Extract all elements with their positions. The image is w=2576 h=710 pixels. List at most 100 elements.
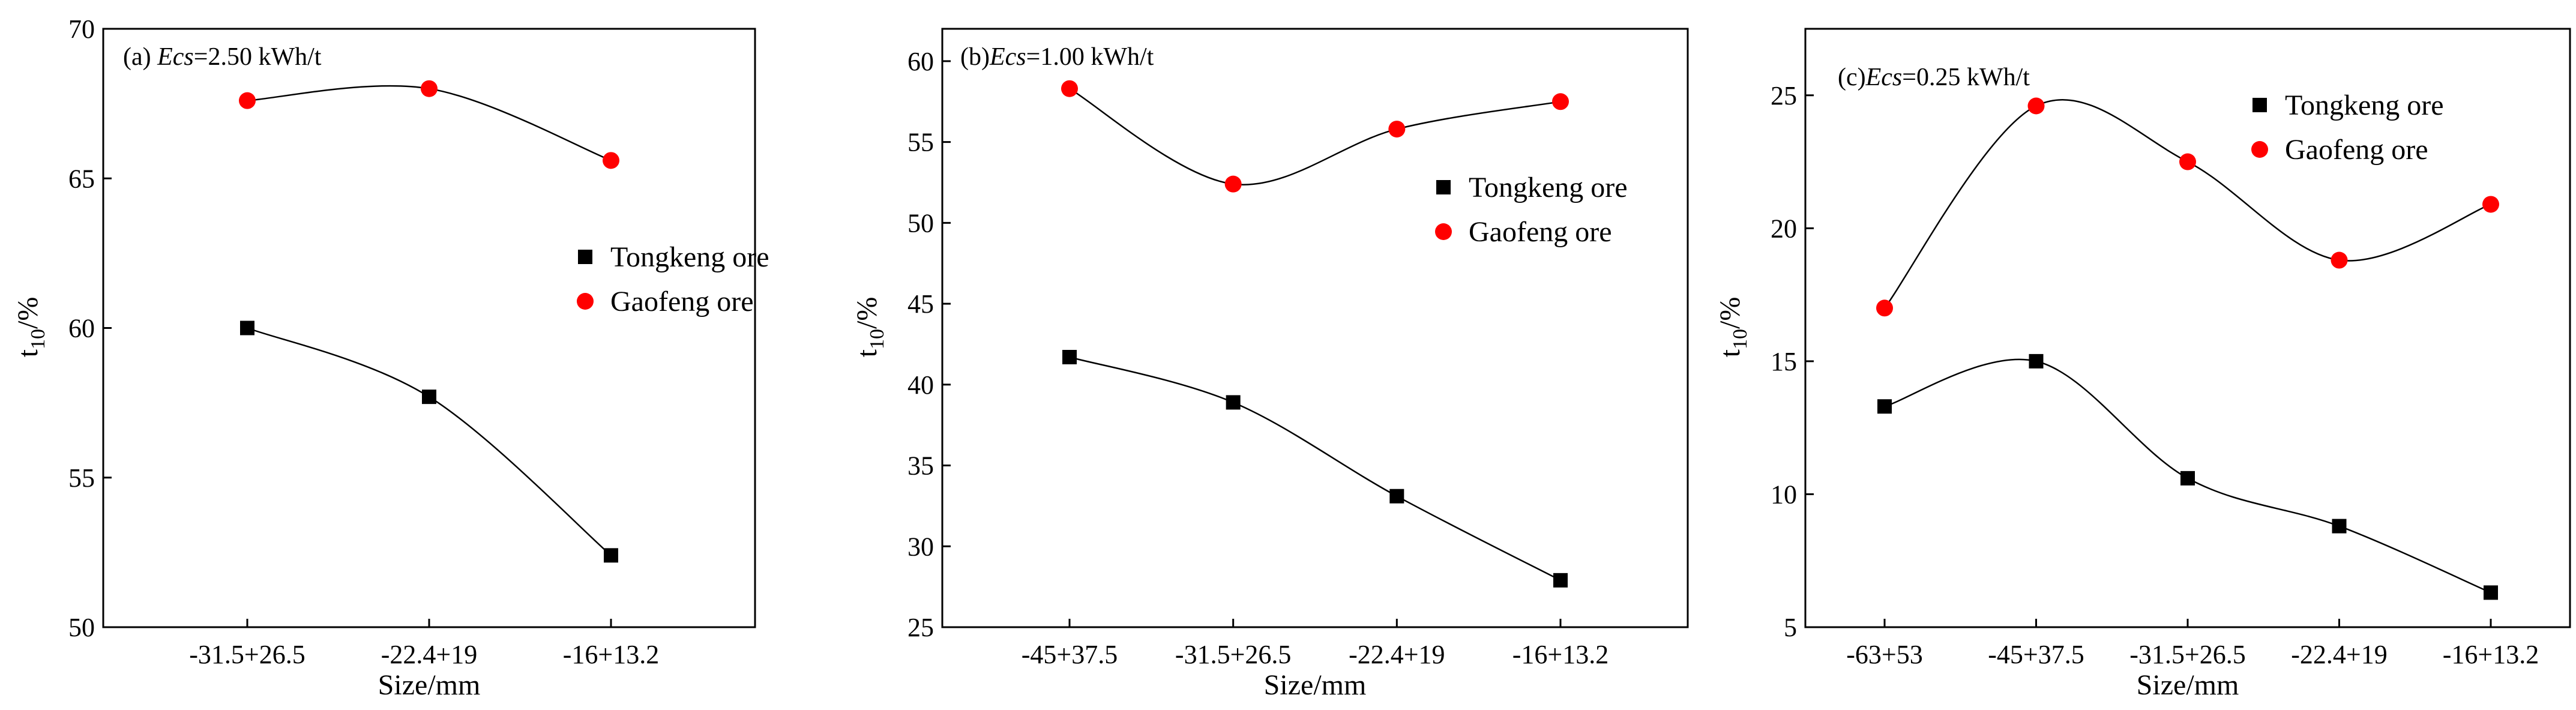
x-axis-title: Size/mm <box>2137 669 2239 701</box>
legend-marker-circle <box>1435 223 1452 240</box>
y-axis-title: t10/% <box>851 297 888 358</box>
chart-panel-b: 25 30 35 40 45 50 55 60 -45+37.5 -31.5+26.5 -22.4+… <box>851 28 1689 701</box>
y-axis-title-subscript: 10 <box>27 329 49 349</box>
legend-marker-square <box>2252 98 2267 112</box>
legend: Tongkeng ore Gaofeng ore <box>2251 89 2444 166</box>
panel-label: (c)Ecs=0.25 kWh/t <box>1838 64 2030 91</box>
x-tick-label: -16+13.2 <box>563 640 659 669</box>
legend-label: Gaofeng ore <box>610 286 754 317</box>
legend-marker-square <box>578 250 592 264</box>
x-tick-label: -22.4+19 <box>381 640 477 669</box>
x-tick-label: -45+37.5 <box>1022 640 1118 669</box>
x-tick-label: -22.4+19 <box>1349 640 1445 669</box>
data-point-gaofeng <box>2027 97 2045 115</box>
data-point-gaofeng <box>1388 121 1406 138</box>
y-axis-title-main: t <box>851 349 883 357</box>
panel-label-prefix: (c) <box>1838 64 1866 91</box>
series-line-tongkeng <box>247 327 612 556</box>
data-point-tongkeng <box>2484 585 2498 600</box>
panel-label-prefix: (a) <box>123 43 157 71</box>
legend-marker-circle <box>2251 141 2268 158</box>
panel-label-prefix: (b) <box>960 43 990 71</box>
legend-label: Gaofeng ore <box>2285 134 2428 166</box>
y-tick-label: 40 <box>907 370 934 400</box>
y-axis-title: t10/% <box>1714 297 1751 358</box>
data-point-gaofeng <box>1552 93 1569 110</box>
legend-label: Tongkeng ore <box>2285 89 2444 121</box>
y-tick-label: 10 <box>1771 480 1797 509</box>
y-tick-label: 35 <box>907 451 934 481</box>
y-axis-title-unit: /% <box>851 297 883 329</box>
panel-label-ecs: Ecs <box>989 43 1026 71</box>
legend: Tongkeng ore Gaofeng ore <box>1435 172 1628 248</box>
data-point-gaofeng <box>1876 299 1893 317</box>
y-tick-label: 25 <box>1771 81 1797 110</box>
series-line-tongkeng <box>1069 356 1561 582</box>
panel-label: (a) Ecs=2.50 kWh/t <box>123 43 322 71</box>
x-tick-label: -63+53 <box>1846 640 1922 669</box>
data-point-tongkeng <box>1226 395 1241 410</box>
y-axis-title-unit: /% <box>12 297 44 329</box>
y-axis-title-unit: /% <box>1714 297 1746 329</box>
y-tick-label: 55 <box>907 128 934 157</box>
data-point-tongkeng <box>2332 519 2347 534</box>
y-tick-label: 65 <box>68 164 95 193</box>
x-tick-label: -31.5+26.5 <box>2129 640 2245 669</box>
data-point-gaofeng <box>2482 196 2499 213</box>
data-point-tongkeng <box>422 390 436 405</box>
data-point-tongkeng <box>1877 399 1892 414</box>
data-point-gaofeng <box>239 92 256 109</box>
data-point-gaofeng <box>2331 251 2348 269</box>
x-tick-label: -16+13.2 <box>2443 640 2539 669</box>
y-tick-label: 60 <box>68 314 95 343</box>
data-point-gaofeng <box>1061 80 1078 97</box>
y-tick-label: 50 <box>907 208 934 238</box>
panel-label-suffix: =1.00 kWh/t <box>1026 43 1154 71</box>
legend-label: Gaofeng ore <box>1469 216 1612 248</box>
legend-marker-circle <box>577 293 594 310</box>
chart-panel-c: 5 10 15 20 25 -63+53 -45+37.5 -31.5+26.5 -22.4+1… <box>1714 28 2571 701</box>
panel-label: (b)Ecs=1.00 kWh/t <box>960 43 1154 71</box>
y-tick-label: 15 <box>1771 347 1797 376</box>
y-axis-title-subscript: 10 <box>866 329 888 349</box>
x-tick-label: -31.5+26.5 <box>1175 640 1291 669</box>
panel-label-ecs: Ecs <box>1865 64 1903 91</box>
x-tick-label: -16+13.2 <box>1512 640 1608 669</box>
legend-marker-square <box>1436 180 1451 194</box>
x-tick-label: -31.5+26.5 <box>189 640 305 669</box>
data-point-tongkeng <box>1553 573 1568 588</box>
x-axis-title: Size/mm <box>1264 669 1367 701</box>
series-line-gaofeng <box>1069 88 1561 185</box>
data-point-gaofeng <box>2179 153 2196 170</box>
data-point-gaofeng <box>1224 175 1242 193</box>
y-axis-title-main: t <box>1714 349 1746 357</box>
y-tick-label: 55 <box>68 463 95 493</box>
plot-frame <box>102 28 756 628</box>
plot-frame <box>941 28 1689 628</box>
data-point-tongkeng <box>2180 471 2195 486</box>
y-tick-label: 60 <box>907 47 934 76</box>
y-tick-label: 45 <box>907 289 934 319</box>
panel-label-suffix: =0.25 kWh/t <box>1902 64 2030 91</box>
legend-label: Tongkeng ore <box>610 241 769 273</box>
data-point-tongkeng <box>2029 353 2044 369</box>
y-tick-label: 30 <box>907 532 934 561</box>
legend: Tongkeng ore Gaofeng ore <box>577 241 769 317</box>
y-axis-title-main: t <box>12 349 44 357</box>
plot-frame <box>1804 28 2571 628</box>
y-tick-label: 25 <box>907 613 934 642</box>
data-point-tongkeng <box>1062 350 1077 365</box>
y-tick-label: 50 <box>68 613 95 642</box>
y-axis-title-subscript: 10 <box>1729 329 1751 349</box>
data-point-tongkeng <box>240 320 254 335</box>
x-tick-label: -22.4+19 <box>2291 640 2387 669</box>
panel-label-ecs: Ecs <box>157 43 194 71</box>
x-tick-label: -45+37.5 <box>1988 640 2084 669</box>
data-point-gaofeng <box>603 152 619 169</box>
x-axis-title: Size/mm <box>378 669 481 701</box>
y-tick-label: 70 <box>68 14 95 44</box>
y-tick-label: 5 <box>1784 613 1797 642</box>
data-point-tongkeng <box>604 548 618 563</box>
panel-label-suffix: =2.50 kWh/t <box>194 43 322 71</box>
